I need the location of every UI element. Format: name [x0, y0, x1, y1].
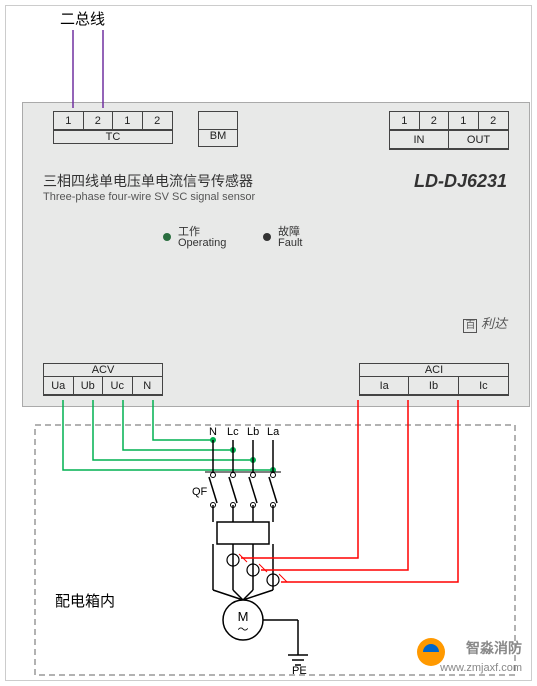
svg-text:M: M — [238, 609, 249, 624]
wiring-svg: M～ — [0, 0, 537, 686]
watermark-text: 智淼消防 — [466, 638, 522, 658]
svg-text:～: ～ — [238, 624, 249, 636]
watermark-url: www.zmjaxf.com — [440, 662, 522, 674]
watermark-logo-icon — [415, 636, 447, 668]
